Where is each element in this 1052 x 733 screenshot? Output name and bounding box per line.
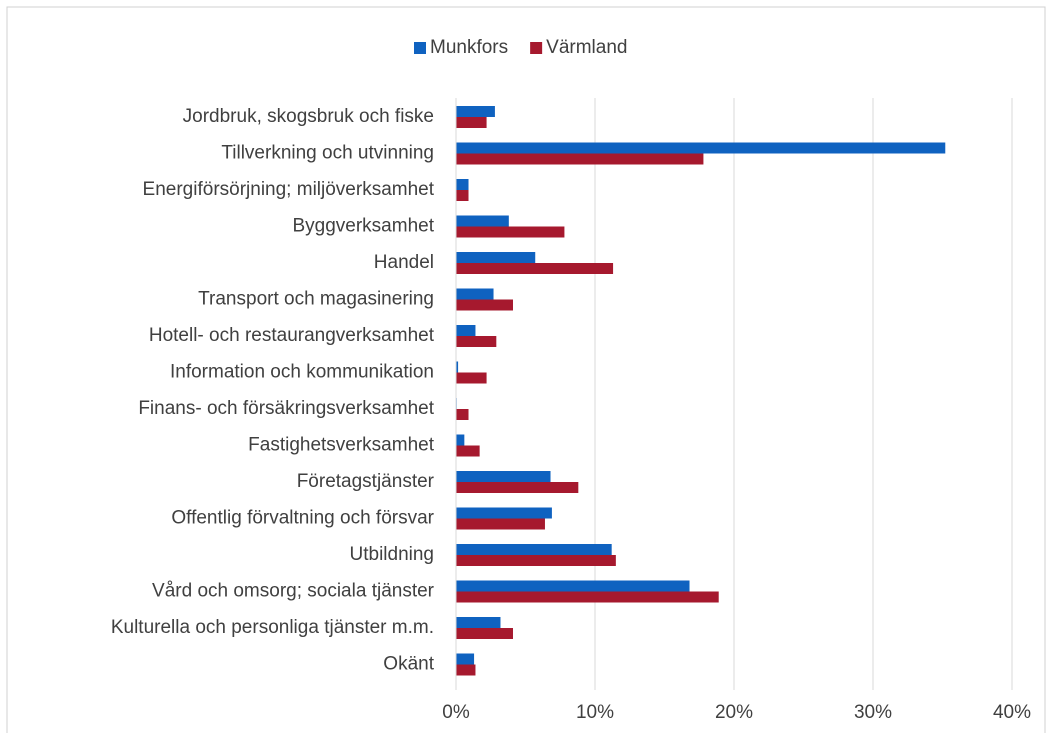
x-tick-label: 0% <box>442 702 470 723</box>
bar <box>456 518 545 530</box>
bar <box>456 507 552 519</box>
bar <box>456 372 487 384</box>
y-tick-label: Handel <box>374 252 434 273</box>
x-tick-label: 10% <box>576 702 614 723</box>
bar <box>456 106 495 117</box>
bar <box>456 580 690 592</box>
bar <box>456 190 469 201</box>
bar <box>456 263 614 274</box>
legend-label: Värmland <box>546 37 627 58</box>
bar <box>456 142 946 154</box>
y-tick-label: Utbildning <box>350 544 435 565</box>
bar <box>456 117 487 128</box>
y-tick-label: Byggverksamhet <box>292 216 434 237</box>
bar <box>456 409 469 420</box>
y-tick-label: Fastighetsverksamhet <box>248 435 435 456</box>
bar <box>456 591 719 603</box>
bar <box>456 336 497 347</box>
y-tick-label: Transport och magasinering <box>198 289 434 310</box>
bar <box>456 288 494 300</box>
y-tick-label: Hotell- och restaurangverksamhet <box>149 325 435 346</box>
y-tick-label: Finans- och försäkringsverksamhet <box>138 398 434 419</box>
legend-label: Munkfors <box>430 37 508 58</box>
bar <box>456 471 551 482</box>
y-tick-label: Information och kommunikation <box>170 362 434 383</box>
y-tick-label: Vård och omsorg; sociala tjänster <box>152 581 435 602</box>
bar <box>456 445 480 457</box>
y-tick-label: Energiförsörjning; miljöverksamhet <box>143 179 435 200</box>
bar <box>456 226 565 238</box>
bar <box>456 628 513 639</box>
bar <box>456 153 704 165</box>
bar <box>456 215 509 227</box>
bar <box>456 544 612 555</box>
bar <box>456 325 476 336</box>
x-tick-label: 20% <box>715 702 753 723</box>
bar <box>456 252 536 263</box>
x-tick-label: 40% <box>993 702 1031 723</box>
bar <box>456 482 579 493</box>
bar <box>456 664 476 676</box>
y-tick-label: Kulturella och personliga tjänster m.m. <box>111 617 434 638</box>
chart-border <box>6 6 1046 733</box>
bar <box>456 617 501 628</box>
bar <box>456 555 616 566</box>
legend-swatch <box>530 42 543 54</box>
bar <box>456 179 469 190</box>
bar <box>456 653 475 665</box>
bar <box>456 299 513 311</box>
x-tick-label: 30% <box>854 702 892 723</box>
y-tick-label: Offentlig förvaltning och försvar <box>171 508 434 529</box>
legend-swatch <box>414 42 426 54</box>
y-tick-label: Tillverkning och utvinning <box>221 143 434 164</box>
y-tick-label: Jordbruk, skogsbruk och fiske <box>183 106 434 127</box>
y-tick-label: Okänt <box>383 654 434 675</box>
y-tick-label: Företagstjänster <box>297 471 435 492</box>
bar <box>456 434 465 446</box>
bar <box>456 361 459 373</box>
